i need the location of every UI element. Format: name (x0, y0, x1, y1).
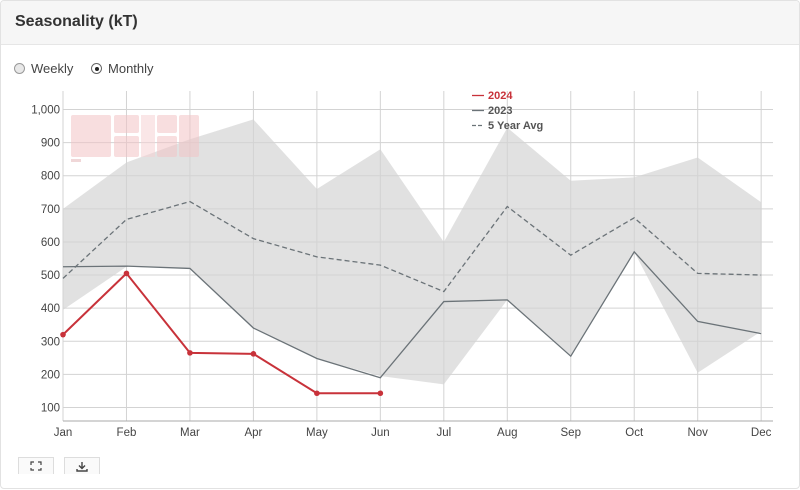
data-point-2024 (187, 350, 193, 356)
watermark-logo (71, 115, 199, 162)
y-tick-label: 800 (41, 171, 60, 183)
x-tick-label: May (306, 427, 328, 439)
y-tick-label: 300 (41, 336, 60, 348)
x-tick-label: Mar (180, 427, 200, 439)
x-tick-label: Sep (561, 427, 581, 439)
series-line-2023 (62, 250, 762, 379)
series-line-5-year-avg (62, 200, 762, 293)
data-point-2024 (60, 331, 66, 338)
legend-label: 5 Year Avg (488, 120, 543, 132)
x-tick-label: Jul (436, 427, 451, 439)
grid-layer (62, 91, 773, 421)
weekly-radio-dot[interactable] (14, 63, 25, 74)
y-tick-label: 1,000 (31, 105, 60, 117)
axis-layer: 100 200 300 400 500 600 700 800 900 1,000 Jan Feb Ma… (31, 105, 773, 439)
weekly-radio[interactable]: Weekly (14, 61, 73, 76)
y-tick-label: 100 (41, 403, 60, 415)
x-tick-label: Feb (117, 427, 137, 439)
range-band (63, 119, 762, 385)
y-tick-label: 200 (41, 369, 60, 381)
chart-legend: 2024 2023 5 Year Avg (472, 90, 543, 132)
fullscreen-button[interactable] (18, 457, 54, 474)
data-point-2024 (250, 351, 257, 357)
monthly-radio-label: Monthly (108, 61, 154, 76)
expand-icon (30, 461, 42, 471)
y-tick-label: 400 (41, 303, 60, 315)
x-tick-label: Nov (687, 427, 708, 439)
range-band-layer (63, 119, 762, 385)
x-tick-label: Apr (244, 427, 262, 439)
x-tick-label: Dec (751, 427, 772, 439)
monthly-radio[interactable]: Monthly (91, 61, 154, 76)
y-tick-label: 900 (41, 138, 60, 150)
x-tick-label: Aug (497, 427, 517, 439)
data-point-2024 (123, 270, 130, 277)
y-tick-label: 600 (41, 237, 60, 249)
legend-label: 2024 (488, 90, 513, 102)
x-tick-label: Jan (54, 427, 73, 439)
data-point-2024 (314, 390, 320, 397)
panel-title: Seasonality (kT) (15, 13, 138, 30)
download-button[interactable] (64, 457, 100, 474)
monthly-radio-dot[interactable] (91, 63, 103, 74)
y-tick-label: 500 (41, 270, 60, 282)
weekly-radio-label: Weekly (31, 61, 74, 76)
y-tick-label: 700 (41, 204, 60, 216)
legend-label: 2023 (488, 105, 512, 117)
download-icon (76, 461, 88, 472)
data-point-2024 (377, 390, 384, 397)
period-toggle: Weekly Monthly (14, 61, 168, 77)
x-tick-label: Jun (371, 427, 390, 439)
series-line-2024 (62, 271, 381, 395)
series-layer (60, 200, 762, 397)
x-tick-label: Oct (625, 427, 644, 439)
panel-header (1, 1, 799, 45)
